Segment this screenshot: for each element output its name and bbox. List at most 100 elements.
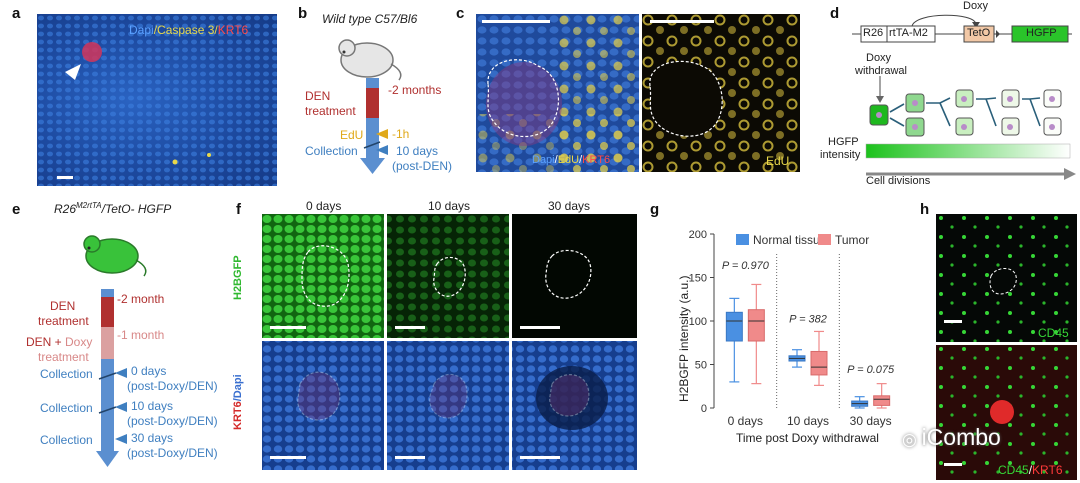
box-body: [810, 350, 828, 376]
p-value-label: P = 0.075: [847, 364, 895, 376]
collection-30-label: Collection: [40, 433, 93, 447]
treatment-label-e: treatment: [38, 314, 89, 328]
micrograph-c-left: Dapi/EdU/KRT6: [476, 14, 639, 172]
col-label-0days: 0 days: [306, 199, 342, 213]
withdrawal2-label: withdrawal: [855, 65, 907, 77]
legend-swatch: [736, 234, 749, 245]
panel-letter-a: a: [12, 5, 21, 22]
col-label-30days: 30 days: [548, 199, 591, 213]
stain-label-c: Dapi/EdU/KRT6: [532, 154, 611, 166]
wechat-icon: ◎: [902, 430, 922, 449]
mouse-icon: [338, 39, 402, 81]
doxy-label-d: Doxy: [963, 0, 989, 12]
panel-letter-b: b: [298, 5, 308, 22]
micrograph-h-top: CD45: [936, 214, 1077, 342]
den-label-e: DEN: [50, 299, 76, 313]
collection-label-b: Collection: [305, 144, 358, 158]
y-axis-label: H2BGFP intensity (a.u.): [677, 275, 691, 403]
genotype-title: R26M2rtTA/TetO- HGFP: [54, 201, 172, 216]
timeline-b: [360, 78, 385, 174]
panel-letter-e: e: [12, 201, 21, 218]
box-normal-tissue-1: [788, 349, 806, 368]
panel-letter-f: f: [236, 201, 241, 218]
edu-arrow-icon: [376, 129, 388, 139]
row-label-krt6-dapi: KRT6/Dapi: [232, 374, 244, 430]
teto-label-d: TetO: [967, 27, 991, 39]
x-tick-label: 30 days: [850, 414, 892, 428]
post-0-label: (post-Doxy/DEN): [127, 379, 218, 393]
intensity2-label: intensity: [820, 149, 861, 161]
minus1h-label: -1h: [392, 127, 410, 141]
treatment2-label: treatment: [38, 350, 89, 364]
y-tick-label: 0: [701, 403, 707, 415]
collection-0-arrow-icon: [115, 368, 127, 378]
stain-label-a: Dapi/Caspase 3/KRT6: [129, 23, 249, 37]
collection-10-arrow-icon: [115, 402, 127, 412]
days0-label: 0 days: [131, 364, 167, 378]
watermark: ◎ iCombo: [902, 424, 1001, 450]
p-value-label: P = 382: [789, 314, 827, 326]
box-normal-tissue-2: [851, 396, 869, 409]
days10-label-e: 10 days: [131, 399, 174, 413]
box-tumor-2: [873, 383, 891, 409]
r26-label-d: R26: [863, 27, 884, 39]
box-body: [725, 311, 743, 342]
collection-0-label: Collection: [40, 367, 93, 381]
y-tick-label: 50: [695, 360, 707, 372]
green-mouse-icon: [83, 235, 147, 277]
krt6-cluster: [82, 42, 102, 62]
y-tick-label: 150: [689, 273, 707, 285]
x-tick-label: 10 days: [787, 414, 829, 428]
panel-letter-h: h: [920, 201, 930, 218]
treatment-label-b: treatment: [305, 104, 356, 118]
x-tick-label: 0 days: [728, 414, 763, 428]
postden-label: (post-DEN): [392, 159, 453, 173]
row-label-h2bgfp: H2BGFP: [232, 255, 244, 300]
withdrawal1-label: Doxy: [866, 52, 892, 64]
intensity1-label: HGFP: [828, 136, 859, 148]
scale-bar: [57, 176, 73, 179]
minus1-month-label: -1 month: [117, 328, 165, 342]
box-normal-tissue-0: [725, 297, 743, 383]
p-value-label: P = 0.970: [722, 260, 770, 272]
panel-letter-c: c: [456, 5, 465, 22]
box-body: [747, 309, 765, 342]
x-axis-label: Time post Doxy withdrawal: [736, 431, 879, 445]
den-label-b: DEN: [305, 89, 331, 103]
rtta-label-d: rtTA-M2: [889, 27, 928, 39]
cd45-label-top: CD45: [1038, 326, 1069, 340]
post-30-label: (post-Doxy/DEN): [127, 446, 218, 460]
minus2-months-label: -2 months: [388, 83, 442, 97]
box-body: [873, 395, 891, 406]
col-label-10days: 10 days: [428, 199, 471, 213]
post-10-label: (post-Doxy/DEN): [127, 414, 218, 428]
collection-30-arrow-icon: [115, 434, 127, 444]
strain-label: Wild type C57/Bl6: [322, 12, 418, 26]
micrograph-c-right: EdU: [642, 14, 800, 172]
schematic-d: [852, 14, 1076, 180]
divisions-label: Cell divisions: [866, 175, 931, 187]
panel-letter-g: g: [650, 201, 660, 218]
micrograph-a: Dapi/Caspase 3/KRT6: [37, 14, 277, 186]
arrowhead-icon: [65, 64, 81, 80]
legend-label: Tumor: [835, 233, 869, 247]
edu-label-c: EdU: [766, 154, 790, 168]
den-doxy-label: DEN + Doxy: [26, 335, 93, 349]
box-plot-chart: 0 50 100 150 200 0 days 10 days 30 days P = 0.9…: [689, 229, 895, 428]
legend-label: Normal tissue: [753, 233, 827, 247]
hgfp-label-d: HGFP: [1026, 27, 1057, 39]
panel-letter-d: d: [830, 5, 840, 22]
legend-swatch: [818, 234, 831, 245]
minus2-month-label: -2 month: [117, 292, 165, 306]
y-tick-label: 100: [689, 316, 707, 328]
micrograph-h-bottom: CD45/KRT6: [936, 345, 1077, 480]
collection-arrow-icon: [376, 145, 388, 155]
cd45-krt6-label: CD45/KRT6: [998, 463, 1063, 477]
edu-label-b: EdU: [340, 128, 364, 142]
box-tumor-1: [810, 330, 828, 386]
micrograph-grid-f: [262, 214, 637, 470]
days10-label-b: 10 days: [396, 144, 439, 158]
collection-10-label: Collection: [40, 401, 93, 415]
timeline-e: [96, 289, 119, 467]
days30-label-e: 30 days: [131, 431, 174, 445]
